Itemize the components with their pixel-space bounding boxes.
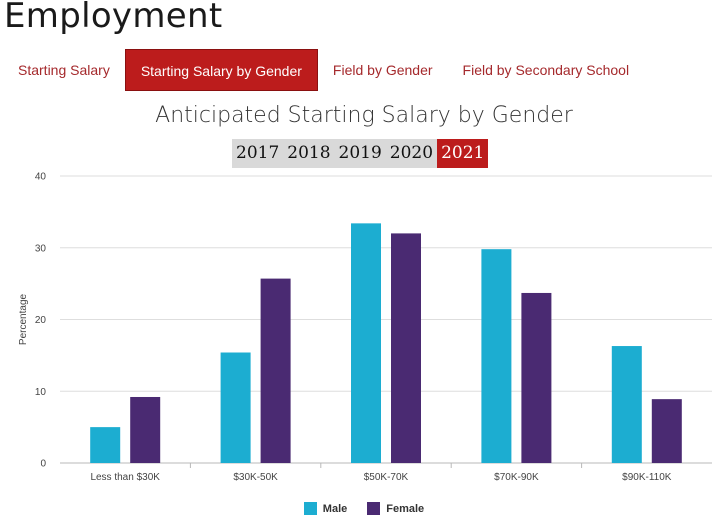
legend-label-female: Female [386, 502, 425, 515]
chart-title: Anticipated Starting Salary by Gender [155, 103, 573, 128]
x-tick-label: $90K-110K [622, 472, 672, 483]
legend-swatch-female [367, 502, 381, 515]
bar-male [611, 346, 642, 463]
bar-chart: 0 10 20 30 40 Percentage Less than $30K $30K-50… [18, 172, 712, 483]
y-tick-label: 40 [35, 172, 47, 183]
legend-label-male: Male [322, 502, 348, 515]
tab-starting-salary-by-gender[interactable]: Starting Salary by Gender [124, 49, 318, 91]
bar-male [220, 352, 251, 463]
chart-legend: Male Female [0, 502, 728, 515]
year-button-2021[interactable]: 2021 [437, 139, 489, 168]
bar-male [90, 427, 121, 463]
legend-swatch-male [303, 502, 317, 515]
bar-female [651, 399, 682, 463]
bar-male [351, 223, 381, 463]
legend-item-male[interactable]: Male [303, 502, 348, 515]
x-tick-label: $50K-70K [364, 472, 409, 483]
year-selector: 2017 2018 2019 2020 2021 [232, 139, 489, 168]
year-button-2020[interactable]: 2020 [385, 139, 438, 168]
x-tick-label: Less than $30K [90, 472, 160, 483]
bar-female [130, 396, 161, 463]
tab-starting-salary[interactable]: Starting Salary [18, 62, 110, 78]
year-button-2019[interactable]: 2019 [334, 139, 386, 168]
x-tick-label: $70K-90K [494, 472, 539, 483]
bar-female [391, 233, 421, 463]
y-tick-label: 30 [35, 243, 47, 254]
year-button-2017[interactable]: 2017 [232, 139, 284, 168]
tab-field-by-secondary-school[interactable]: Field by Secondary School [462, 62, 630, 78]
bar-male [481, 249, 512, 463]
bar-female [260, 278, 291, 463]
y-tick-label: 10 [35, 387, 47, 398]
x-tick-label: $30K-50K [233, 472, 278, 483]
year-button-2018[interactable]: 2018 [283, 139, 335, 168]
y-tick-label: 0 [40, 459, 46, 470]
bar-female [521, 292, 552, 463]
page-title: Employment [4, 0, 223, 36]
tab-field-by-gender[interactable]: Field by Gender [332, 62, 433, 78]
tab-bar: Starting Salary Starting Salary by Gende… [0, 49, 728, 91]
legend-item-female[interactable]: Female [367, 502, 424, 515]
y-tick-label: 20 [35, 315, 47, 326]
y-axis-label: Percentage [18, 293, 29, 345]
